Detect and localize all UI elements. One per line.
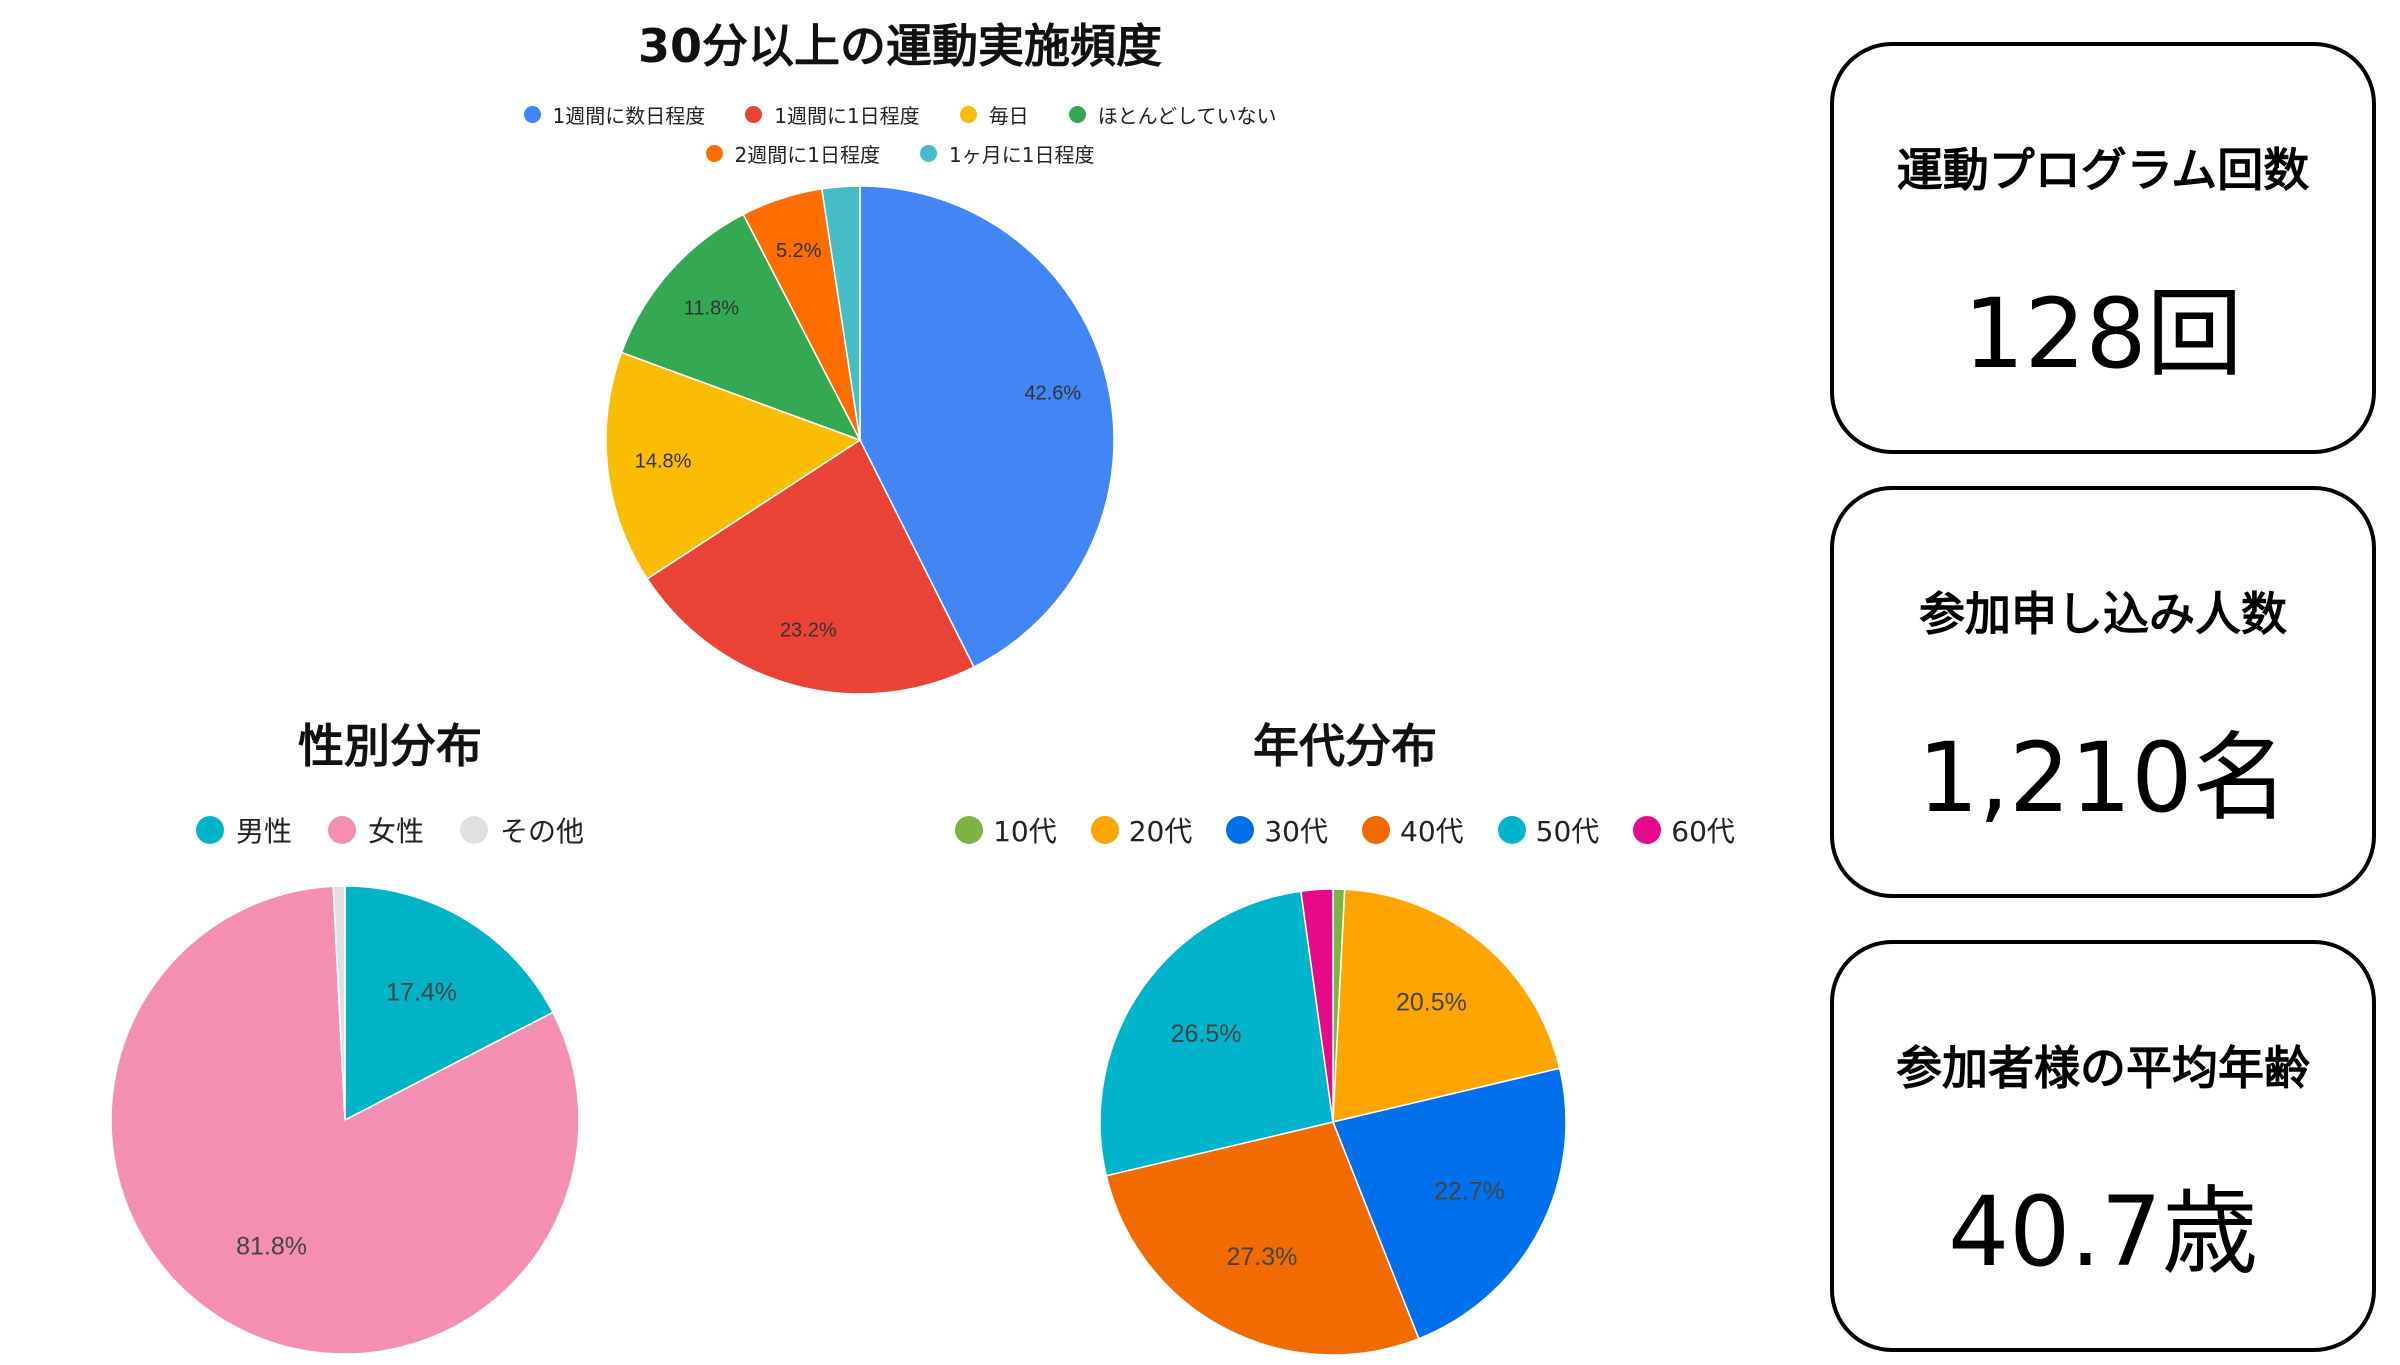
pie-slice [620, 213, 862, 442]
legend-item: ほとんどしていない [1068, 100, 1277, 129]
legend-label: 男性 [235, 815, 292, 848]
legend-label: 毎日 [988, 104, 1029, 128]
legend-swatch [1633, 816, 1662, 844]
legend-swatch [959, 106, 977, 123]
legend-label: ほとんどしていない [1097, 104, 1277, 128]
legend-item: 50代 [1497, 810, 1600, 850]
legend-label: 20代 [1128, 815, 1193, 848]
legend-swatch [745, 106, 763, 123]
legend-item: 10代 [955, 810, 1057, 850]
legend-item: 1週間に数日程度 [523, 100, 706, 129]
chart-title: 年代分布 [1253, 719, 1437, 773]
pie-slice [332, 885, 346, 1121]
chart-legend: 男性 女性 その他 [100, 810, 680, 850]
chart-title: 30分以上の運動実施頻度 [637, 19, 1162, 73]
legend-label: 1週間に1日程度 [774, 104, 920, 128]
legend-swatch [1362, 816, 1390, 844]
pie-plot: 20.5% 22.7% 27.3% 26.5% [1099, 888, 1567, 1356]
pie-plot: 17.4% 81.8% [110, 885, 580, 1355]
exercise-frequency-chart: 30分以上の運動実施頻度 1週間に数日程度 1週間に1日程度 毎日 ほとんどしていない… [400, 0, 1400, 700]
applicant-count-card: 参加申し込み人数 1,210名 [1830, 486, 2376, 898]
legend-swatch [1068, 106, 1086, 123]
slice-label: 81.8% [236, 1232, 307, 1260]
pie-plot: 42.6% 23.2% 14.8% 11.8% 5.2% [605, 185, 1115, 695]
legend-label: 1週間に数日程度 [552, 104, 706, 128]
legend-swatch [327, 816, 356, 844]
legend-item: 40代 [1362, 810, 1464, 850]
slice-label: 14.8% [635, 451, 692, 473]
legend-swatch [523, 106, 541, 123]
slice-label: 22.7% [1434, 1178, 1505, 1206]
stat-label: 運動プログラム回数 [1896, 143, 2310, 197]
legend-item: 毎日 [959, 100, 1029, 129]
legend-label: 50代 [1535, 815, 1600, 848]
slice-label: 17.4% [386, 979, 457, 1007]
legend-item: その他 [460, 810, 584, 850]
chart-title: 性別分布 [298, 719, 482, 773]
slice-label: 5.2% [776, 240, 822, 262]
pie-slice [110, 885, 580, 1355]
pie-slice [1300, 888, 1334, 1123]
stat-value: 1,210名 [1917, 722, 2289, 834]
legend-item: 2週間に1日程度 [705, 139, 880, 168]
legend-item: 女性 [327, 810, 424, 850]
legend-item: 60代 [1633, 810, 1735, 850]
stat-label: 参加者様の平均年齢 [1896, 1041, 2310, 1095]
legend-swatch [920, 145, 937, 162]
legend-swatch [195, 816, 224, 844]
legend-item: 1週間に1日程度 [745, 100, 920, 129]
chart-legend: 1週間に数日程度 1週間に1日程度 毎日 ほとんどしていない 2週間に1日程度 1ヶ月に1… [450, 100, 1350, 168]
pie-slice [820, 185, 861, 441]
slice-label: 42.6% [1024, 383, 1081, 405]
legend-item: 20代 [1090, 810, 1193, 850]
legend-swatch [705, 145, 723, 162]
legend-swatch [955, 816, 984, 844]
legend-label: 60代 [1671, 815, 1735, 848]
legend-swatch [460, 816, 488, 844]
legend-label: 1ヶ月に1日程度 [949, 143, 1095, 167]
stat-value: 40.7歳 [1948, 1176, 2258, 1288]
slice-label: 23.2% [780, 620, 837, 642]
age-distribution-chart: 年代分布 10代 20代 30代 40代 50代 60代 20.5% 22.7% 27.3% 2… [890, 690, 1800, 1365]
average-age-card: 参加者様の平均年齢 40.7歳 [1830, 940, 2376, 1352]
pie-slice [1105, 1121, 1420, 1356]
legend-label: 女性 [367, 815, 424, 848]
legend-label: 2週間に1日程度 [734, 143, 880, 167]
pie-slice [1331, 1067, 1567, 1340]
legend-label: その他 [500, 815, 585, 848]
slice-label: 20.5% [1396, 988, 1467, 1016]
pie-slice [344, 885, 554, 1122]
legend-swatch [1226, 816, 1255, 844]
legend-swatch [1090, 816, 1119, 844]
slice-label: 27.3% [1226, 1243, 1297, 1271]
gender-distribution-chart: 性別分布 男性 女性 その他 17.4% 81.8% [100, 690, 680, 1365]
stat-label: 参加申し込み人数 [1919, 587, 2287, 641]
legend-label: 40代 [1400, 815, 1464, 848]
legend-label: 30代 [1264, 815, 1328, 848]
pie-slice [605, 351, 862, 580]
legend-item: 男性 [195, 810, 292, 850]
slice-label: 26.5% [1171, 1020, 1242, 1048]
legend-label: 10代 [993, 815, 1057, 848]
legend-item: 30代 [1226, 810, 1328, 850]
slice-label: 11.8% [684, 297, 739, 319]
program-count-card: 運動プログラム回数 128回 [1830, 42, 2376, 454]
stat-value: 128回 [1963, 278, 2243, 390]
pie-slice [1099, 890, 1334, 1177]
legend-swatch [1497, 816, 1526, 844]
pie-slice [646, 438, 975, 695]
pie-slice [1332, 888, 1561, 1123]
chart-legend: 10代 20代 30代 40代 50代 60代 [890, 810, 1800, 850]
pie-slice [859, 185, 1115, 669]
legend-item: 1ヶ月に1日程度 [920, 139, 1094, 168]
